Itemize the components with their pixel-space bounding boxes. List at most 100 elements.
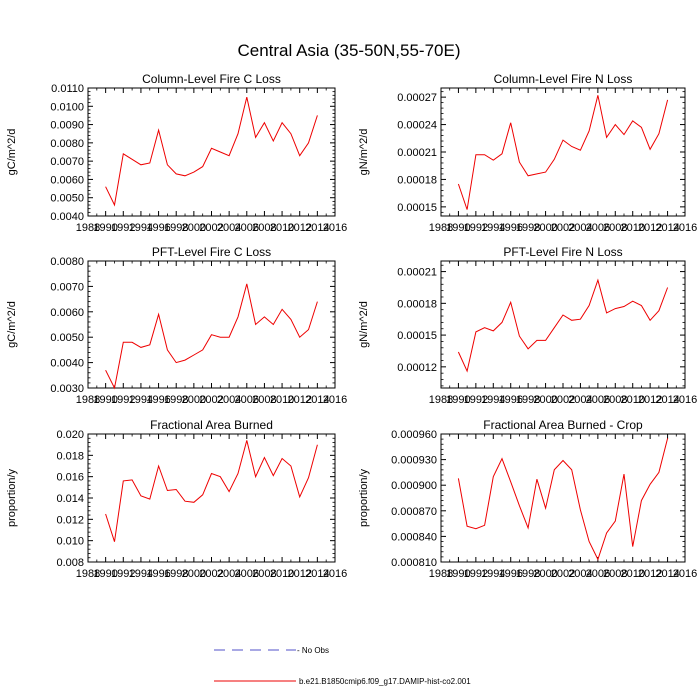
x-tick-label: 1998 [164, 568, 188, 580]
x-tick-label: 2016 [323, 394, 347, 406]
y-axis-label: proportion/y [358, 468, 370, 527]
y-tick-label: 0.018 [56, 450, 84, 462]
x-tick-label: 2008 [603, 222, 627, 234]
x-tick-label: 1990 [446, 568, 470, 580]
y-tick-label: 0.0110 [51, 83, 84, 95]
x-tick-label: 2012 [638, 568, 662, 580]
x-tick-label: 2004 [217, 222, 241, 234]
series-line [457, 95, 669, 210]
x-tick-label: 1988 [429, 222, 453, 234]
y-tick-label: 0.00027 [397, 92, 437, 104]
y-tick-label: 0.0060 [50, 307, 84, 319]
y-tick-label: 0.0100 [50, 101, 84, 113]
legend-no-obs-label: - No Obs [297, 646, 329, 655]
series-line [457, 438, 669, 561]
x-tick-label: 2002 [199, 222, 223, 234]
x-tick-label: 2002 [551, 394, 575, 406]
chart-panel-4: PFT-Level Fire N LossgN/m^2/d19881990199… [358, 245, 697, 406]
y-tick-label: 0.008 [56, 557, 84, 569]
x-tick-label: 1990 [93, 394, 117, 406]
x-tick-label: 1988 [76, 222, 100, 234]
x-tick-label: 2008 [252, 568, 276, 580]
y-tick-label: 0.014 [56, 493, 84, 505]
y-axis-label: proportion/y [6, 468, 18, 527]
y-tick-label: 0.0050 [50, 193, 84, 205]
x-tick-label: 1992 [111, 222, 135, 234]
y-tick-label: 0.000840 [391, 531, 437, 543]
y-tick-label: 0.00024 [397, 120, 437, 132]
x-tick-label: 1996 [146, 568, 170, 580]
x-tick-label: 2016 [673, 568, 697, 580]
chart-panel-2: Column-Level Fire N Loss gN/m^2/d 19881990… [358, 72, 697, 234]
panel-title: Fractional Area Burned - Crop [483, 418, 643, 432]
x-tick-label: 2004 [568, 222, 592, 234]
plot-frame [440, 433, 686, 563]
x-tick-label: 2008 [603, 394, 627, 406]
y-tick-label: 0.00018 [397, 298, 437, 310]
x-tick-label: 1992 [111, 568, 135, 580]
x-tick-label: 2014 [655, 568, 679, 580]
x-tick-label: 1988 [429, 568, 453, 580]
x-tick-label: 2002 [551, 222, 575, 234]
x-tick-label: 2004 [568, 394, 592, 406]
y-tick-label: 0.000960 [391, 429, 437, 441]
y-tick-label: 0.00015 [397, 202, 437, 214]
x-tick-label: 2014 [655, 394, 679, 406]
y-tick-label: 0.00015 [397, 330, 437, 342]
y-tick-label: 0.0080 [50, 138, 84, 150]
chart-panel-5: Fractional Area Burnedproportion/y198819… [6, 418, 347, 580]
x-tick-label: 1994 [129, 568, 153, 580]
chart-panel-6: Fractional Area Burned - Crop proportion/… [358, 418, 697, 580]
plot-frame [440, 87, 686, 217]
x-tick-label: 1988 [76, 394, 100, 406]
series-line [105, 440, 318, 542]
x-tick-label: 2010 [270, 222, 294, 234]
y-tick-label: 0.0040 [50, 211, 84, 223]
x-tick-label: 1990 [446, 222, 470, 234]
y-tick-label: 0.000870 [391, 506, 437, 518]
x-tick-label: 2010 [620, 394, 644, 406]
x-tick-label: 2012 [287, 568, 311, 580]
y-tick-label: 0.0090 [50, 120, 84, 132]
x-tick-label: 1994 [481, 222, 505, 234]
panels: Column-Level Fire C LossgC/m^2/d19881990… [6, 72, 697, 580]
x-tick-label: 1992 [464, 222, 488, 234]
x-tick-label: 2012 [287, 394, 311, 406]
series-line [457, 278, 669, 373]
x-tick-label: 2016 [323, 568, 347, 580]
x-tick-label: 2014 [305, 568, 329, 580]
x-tick-label: 2004 [217, 394, 241, 406]
x-tick-label: 2012 [638, 394, 662, 406]
x-tick-label: 1996 [498, 394, 522, 406]
x-tick-label: 2012 [287, 222, 311, 234]
y-tick-label: 0.000810 [391, 557, 437, 569]
legend: - No Obs b.e21.B1850cmip6.f09_g17.DAMIP-… [214, 646, 471, 686]
panel-title: PFT-Level Fire N Loss [503, 245, 622, 259]
x-tick-label: 1996 [498, 568, 522, 580]
x-tick-label: 2000 [533, 394, 557, 406]
x-tick-label: 2006 [235, 568, 259, 580]
x-tick-label: 2000 [533, 222, 557, 234]
x-tick-label: 2006 [586, 568, 610, 580]
x-tick-label: 1988 [76, 568, 100, 580]
x-tick-label: 1992 [464, 394, 488, 406]
x-tick-label: 2006 [586, 222, 610, 234]
y-tick-label: 0.0060 [50, 174, 84, 186]
x-tick-label: 1994 [129, 394, 153, 406]
y-tick-label: 0.00012 [397, 362, 437, 374]
y-tick-label: 0.00021 [397, 267, 437, 279]
x-tick-label: 1998 [164, 394, 188, 406]
chart-panel-3: PFT-Level Fire C LossgC/m^2/d19881990199… [6, 245, 347, 406]
chart-panel-1: Column-Level Fire C Loss gC/m^2/d 19881990… [6, 72, 347, 234]
y-axis-label: gN/m^2/d [358, 129, 370, 176]
y-tick-label: 0.010 [56, 536, 84, 548]
x-tick-label: 2016 [673, 394, 697, 406]
x-tick-label: 1996 [146, 394, 170, 406]
x-tick-label: 2000 [533, 568, 557, 580]
x-tick-label: 2004 [568, 568, 592, 580]
y-tick-label: 0.0040 [50, 358, 84, 370]
x-tick-label: 1988 [429, 394, 453, 406]
x-tick-label: 2010 [620, 222, 644, 234]
x-tick-label: 2000 [182, 568, 206, 580]
